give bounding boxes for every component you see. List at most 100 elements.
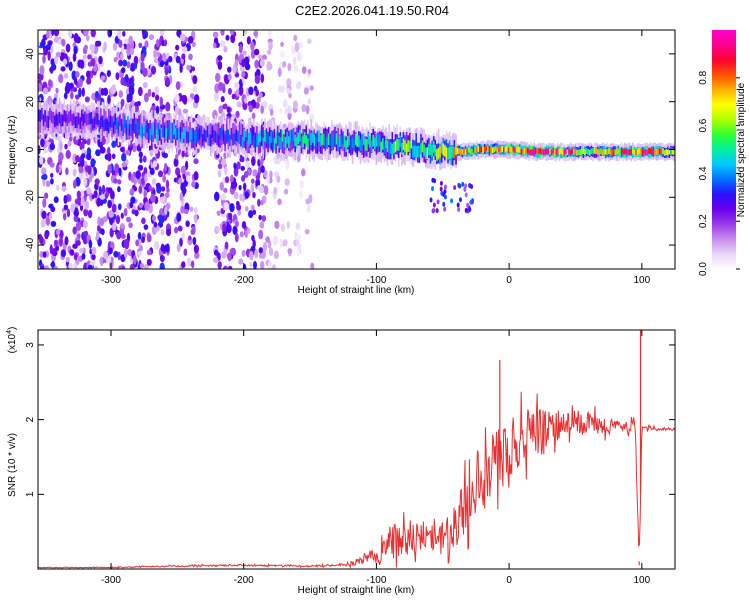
signal-band-cell [217, 122, 220, 143]
noise-speck [163, 162, 168, 172]
signal-band-cell [41, 109, 43, 131]
y-tick-label: 0 [25, 146, 36, 152]
noise-speck [227, 66, 232, 73]
signal-band-cell [329, 133, 332, 146]
noise-speck [122, 59, 128, 67]
noise-speck [194, 213, 198, 224]
signal-band-cell [213, 130, 215, 142]
signal-band-cell [612, 148, 615, 155]
signal-band-cell [434, 144, 437, 157]
noise-speck [117, 30, 122, 39]
signal-band-cell [487, 146, 489, 153]
signal-band-cell [622, 148, 625, 155]
noise-speck [118, 59, 123, 67]
colorbar-tick-label: 0.2 [698, 214, 709, 228]
signal-band-cell [619, 149, 621, 156]
signal-band-cell [592, 147, 594, 154]
noise-speck [54, 55, 59, 65]
signal-band-cell [154, 123, 156, 135]
noise-speck [164, 67, 169, 76]
noise-speck [65, 256, 70, 263]
signal-band-cell [165, 127, 167, 140]
noise-speck [49, 143, 56, 151]
noise-speck [80, 160, 85, 168]
noise-speck [144, 40, 149, 48]
signal-band-cell [214, 130, 217, 143]
signal-band-cell [88, 112, 91, 125]
signal-band-cell [670, 148, 672, 155]
noise-speck [233, 162, 237, 170]
signal-tail [453, 185, 457, 191]
noise-speck [165, 77, 170, 86]
signal-band-cell [216, 133, 218, 146]
signal-band-cell [262, 137, 265, 150]
colorbar: 0.0 0.2 0.4 0.6 0.8 Normalized spectral ampl… [698, 30, 747, 276]
noise-speck [215, 227, 220, 233]
noise-speck [166, 228, 172, 237]
signal-band-cell [79, 117, 82, 129]
noise-speck [159, 30, 165, 37]
noise-speck [128, 85, 135, 96]
noise-speck [190, 260, 195, 269]
noise-speck [234, 81, 240, 90]
signal-band-cell [280, 137, 282, 149]
signal-band-cell [663, 150, 666, 156]
signal-band-cell [523, 148, 526, 154]
noise-speck [274, 220, 280, 229]
noise-speck [52, 247, 56, 254]
noise-speck [258, 92, 263, 99]
signal-band-cell [227, 129, 230, 142]
noise-speck [246, 36, 251, 45]
noise-speck [282, 60, 287, 68]
signal-band-cell [389, 142, 392, 154]
noise-speck [242, 182, 247, 191]
noise-speck [216, 210, 221, 216]
signal-band-cell [98, 120, 101, 132]
signal-band-cell [571, 148, 574, 154]
colorbar-label: Normalized spectral amplitude [736, 82, 747, 217]
noise-speck [177, 225, 183, 232]
noise-speck [98, 186, 102, 196]
signal-band-cell [288, 136, 290, 148]
noise-speck [174, 105, 179, 116]
signal-band-cell [641, 149, 644, 156]
noise-speck [53, 196, 59, 204]
spectrogram-x-axis: -300 -200 -100 0 100 [101, 30, 651, 286]
noise-speck [86, 34, 90, 42]
y-tick-label: 3 [25, 342, 36, 348]
signal-band-cell [295, 137, 298, 149]
noise-speck [128, 222, 133, 229]
signal-band-cell [601, 149, 604, 156]
noise-speck [91, 159, 96, 166]
signal-band-cell [646, 149, 648, 156]
noise-speck [76, 190, 81, 199]
noise-speck [301, 168, 306, 177]
noise-speck [155, 105, 160, 115]
noise-speck [74, 94, 80, 100]
signal-band-cell [327, 133, 330, 146]
noise-speck [273, 186, 278, 195]
signal-band-cell [611, 149, 613, 156]
noise-speck [287, 105, 292, 114]
signal-band-cell [448, 147, 451, 159]
noise-speck [173, 157, 179, 167]
snr-line [38, 391, 675, 569]
noise-speck [133, 176, 137, 186]
signal-band-cell [627, 149, 629, 156]
signal-band-cell [542, 149, 545, 156]
noise-speck [253, 48, 260, 56]
signal-band-cell [429, 143, 432, 155]
noise-speck [166, 187, 170, 193]
signal-band-cell [458, 148, 461, 155]
noise-speck [185, 220, 190, 228]
noise-speck [94, 178, 100, 185]
noise-speck [287, 111, 292, 121]
noise-speck [155, 182, 161, 189]
signal-band-cell [514, 147, 516, 153]
signal-band-cell [482, 146, 484, 153]
noise-speck [39, 156, 44, 165]
noise-speck [129, 263, 135, 269]
noise-speck [158, 170, 164, 178]
signal-band-cell [345, 140, 347, 153]
